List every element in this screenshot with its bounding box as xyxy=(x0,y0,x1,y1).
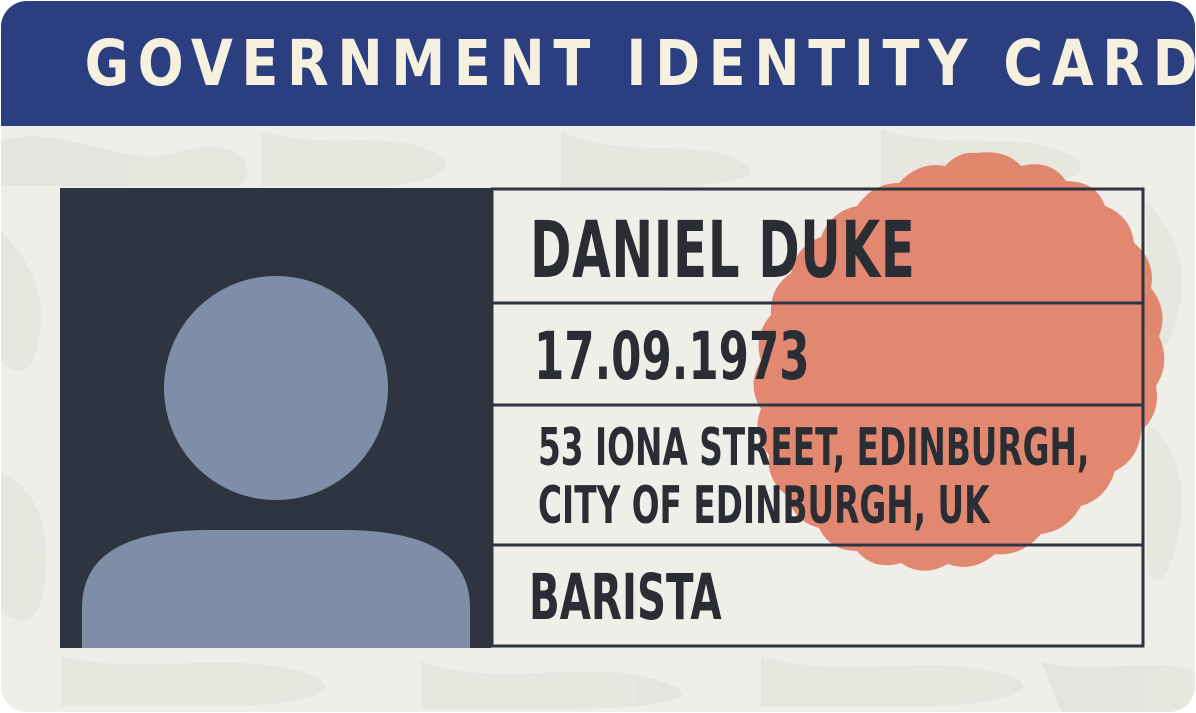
address: 53 IONA STREET, EDINBURGH, CITY OF EDINB… xyxy=(538,419,1089,535)
person-silhouette-icon xyxy=(82,276,470,648)
seal-stamp-icon xyxy=(753,152,1165,571)
card-title: GOVERNMENT IDENTITY CARD xyxy=(84,27,1195,100)
date-of-birth: 17.09.1973 xyxy=(534,318,810,395)
holder-name: DANIEL DUKE xyxy=(530,206,916,296)
fields-border xyxy=(490,187,1145,648)
photo-area xyxy=(60,188,491,648)
address-line-1: 53 IONA STREET, EDINBURGH, xyxy=(538,418,1090,478)
card-header: GOVERNMENT IDENTITY CARD xyxy=(1,1,1195,126)
occupation: BARISTA xyxy=(529,561,722,634)
address-line-2: CITY OF EDINBURGH, UK xyxy=(538,476,990,536)
